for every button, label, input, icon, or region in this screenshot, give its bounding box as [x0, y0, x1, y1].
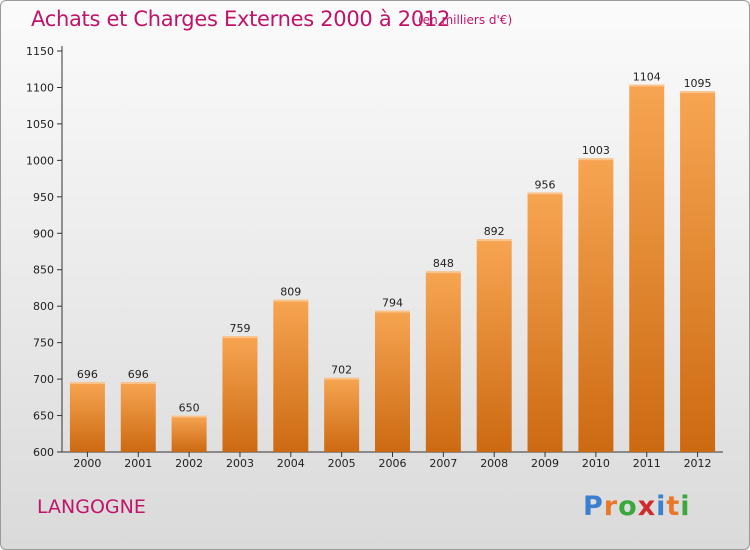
logo-letter: P [583, 491, 604, 522]
bar [476, 239, 512, 452]
x-tick-label: 2007 [429, 457, 457, 470]
x-tick-label: 2003 [226, 457, 254, 470]
bar [375, 310, 410, 452]
y-tick-label: 1050 [26, 118, 54, 131]
bar [120, 382, 156, 452]
bar-highlight [425, 271, 461, 274]
data-label: 696 [128, 368, 149, 381]
y-tick-label: 800 [33, 300, 54, 313]
x-tick-label: 2004 [277, 457, 305, 470]
logo-letter: i [680, 491, 691, 522]
chart-bars [69, 84, 716, 453]
bar-highlight [171, 415, 207, 418]
x-tick-label: 2009 [531, 457, 559, 470]
data-label: 809 [280, 286, 301, 299]
bar [629, 84, 665, 453]
bar-highlight [476, 239, 512, 242]
proxiti-logo[interactable]: Proxiti [583, 491, 691, 522]
data-label: 702 [331, 364, 352, 377]
bar-highlight [629, 84, 665, 87]
bar [69, 382, 105, 452]
logo-letter: r [603, 491, 619, 522]
bar-highlight [527, 192, 563, 195]
y-tick-label: 900 [33, 227, 54, 240]
data-label: 1095 [684, 77, 712, 90]
bar [425, 271, 461, 452]
y-tick-label: 1150 [26, 45, 54, 58]
bar-highlight [222, 336, 258, 339]
x-tick-label: 2008 [480, 457, 508, 470]
bar-highlight [69, 382, 105, 385]
data-label: 696 [77, 368, 98, 381]
bar-highlight [680, 91, 716, 94]
chart-title: Achats et Charges Externes 2000 à 2012 [31, 7, 451, 31]
x-tick-label: 2001 [124, 457, 152, 470]
logo-letter: t [666, 491, 681, 522]
bar [680, 91, 716, 452]
data-label: 956 [535, 178, 556, 191]
chart-subtitle: (en milliers d'€) [418, 13, 513, 27]
y-tick-label: 950 [33, 191, 54, 204]
y-tick-label: 700 [33, 373, 54, 386]
data-label: 1003 [582, 144, 610, 157]
x-tick-label: 2000 [73, 457, 101, 470]
bar-highlight [578, 158, 614, 161]
data-label: 650 [179, 402, 200, 415]
bar [527, 192, 563, 452]
bar [324, 377, 360, 452]
bar [222, 336, 258, 452]
bar-highlight [375, 310, 410, 313]
x-tick-label: 2010 [582, 457, 610, 470]
bar-highlight [120, 382, 156, 385]
data-label: 794 [382, 297, 403, 310]
bar-highlight [273, 299, 309, 302]
chart-value-labels: 696 696 650 759 809 702 794 848 892 956 1003 1104 10… [77, 71, 712, 415]
logo-letter: i [656, 491, 667, 522]
bar-highlight [324, 377, 360, 380]
x-tick-label: 2005 [328, 457, 356, 470]
data-label: 759 [229, 322, 250, 335]
x-tick-label: 2006 [379, 457, 407, 470]
y-tick-label: 600 [33, 446, 54, 459]
data-label: 1104 [633, 71, 661, 84]
y-tick-label: 650 [33, 410, 54, 423]
y-tick-label: 850 [33, 264, 54, 277]
x-tick-label: 2012 [684, 457, 712, 470]
y-tick-label: 1000 [26, 154, 54, 167]
data-label: 848 [433, 257, 454, 270]
y-tick-label: 1100 [26, 81, 54, 94]
x-tick-label: 2002 [175, 457, 203, 470]
town-name: LANGOGNE [37, 496, 146, 518]
bar [578, 158, 614, 452]
bar [171, 415, 207, 452]
logo-letter: x [637, 491, 657, 522]
logo-letter: o [618, 491, 638, 522]
x-tick-label: 2011 [633, 457, 661, 470]
bar [273, 299, 309, 452]
data-label: 892 [484, 225, 505, 238]
chart-axes: 600 650 700 750 800 850 900 950 1000 1050 1100 1150… [26, 45, 723, 470]
y-tick-label: 750 [33, 337, 54, 350]
